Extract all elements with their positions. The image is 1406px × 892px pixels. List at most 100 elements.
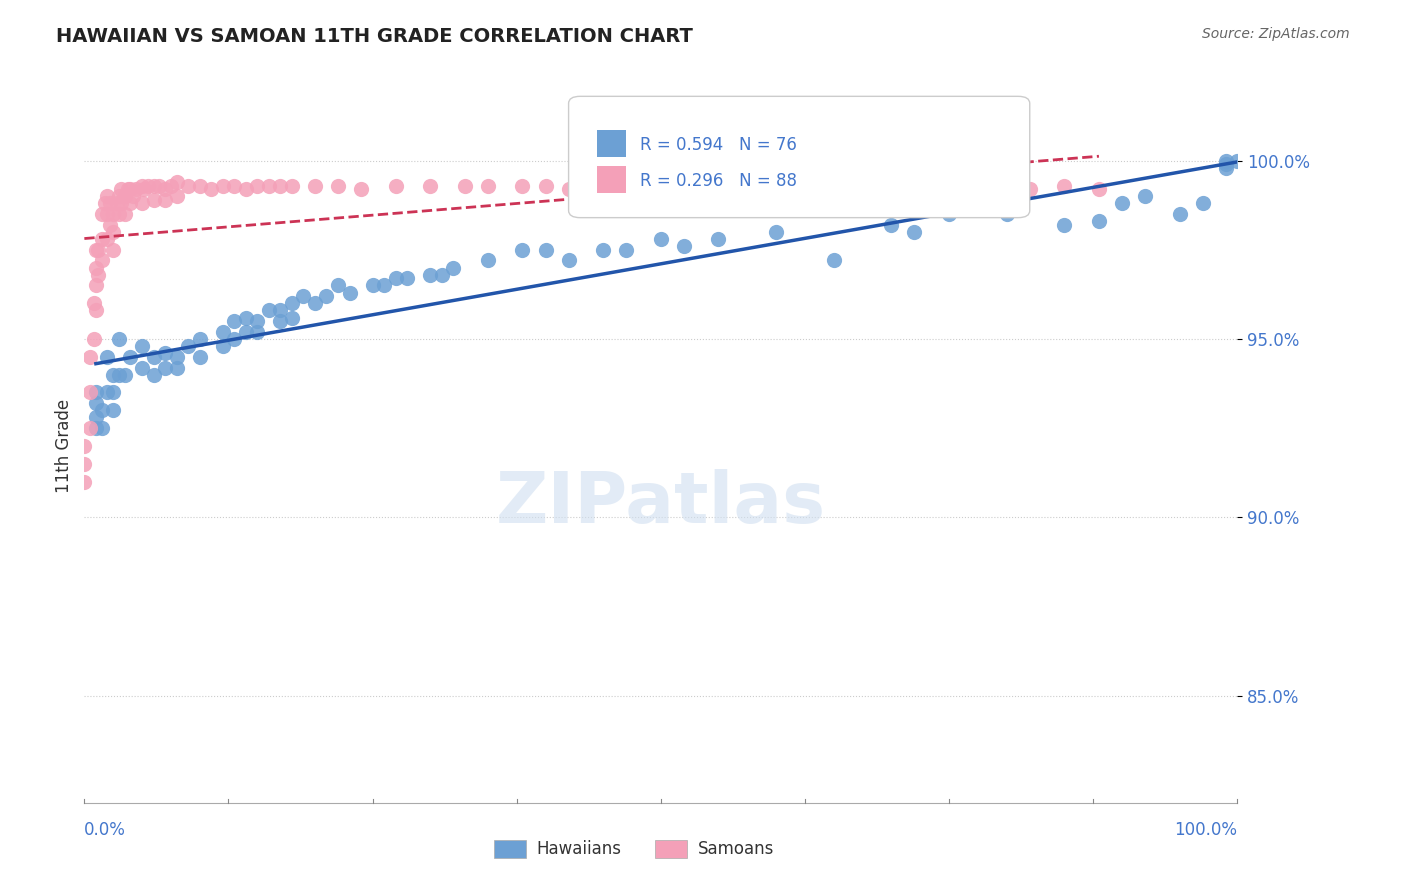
- Point: [142, 193, 165, 207]
- Point: [73, 475, 96, 489]
- Point: [592, 178, 614, 193]
- Point: [84, 243, 107, 257]
- Point: [114, 368, 136, 382]
- FancyBboxPatch shape: [598, 166, 626, 193]
- Point: [153, 360, 176, 375]
- Point: [84, 385, 107, 400]
- Point: [108, 189, 131, 203]
- Point: [1053, 178, 1076, 193]
- Point: [110, 196, 132, 211]
- Point: [153, 182, 176, 196]
- Point: [73, 457, 96, 471]
- Point: [1168, 207, 1191, 221]
- Point: [281, 178, 304, 193]
- Point: [160, 178, 183, 193]
- Point: [995, 182, 1018, 196]
- Point: [166, 189, 188, 203]
- Point: [120, 350, 142, 364]
- Point: [269, 178, 291, 193]
- Point: [90, 403, 112, 417]
- Point: [103, 368, 124, 382]
- Point: [281, 310, 304, 325]
- Point: [96, 232, 118, 246]
- Point: [84, 410, 107, 425]
- Point: [292, 289, 315, 303]
- Point: [103, 207, 124, 221]
- Point: [84, 303, 107, 318]
- Point: [120, 182, 142, 196]
- Point: [108, 368, 131, 382]
- Point: [84, 278, 107, 293]
- Point: [614, 243, 637, 257]
- Point: [98, 218, 121, 232]
- Point: [903, 225, 925, 239]
- Point: [938, 207, 960, 221]
- Point: [1088, 214, 1111, 228]
- Point: [1191, 196, 1213, 211]
- Point: [131, 178, 153, 193]
- Point: [938, 182, 960, 196]
- Text: Samoans: Samoans: [697, 840, 775, 858]
- Text: 100.0%: 100.0%: [1174, 821, 1237, 838]
- Point: [79, 421, 101, 435]
- FancyBboxPatch shape: [494, 840, 526, 858]
- Point: [1053, 218, 1076, 232]
- Point: [142, 368, 165, 382]
- Point: [90, 421, 112, 435]
- Point: [419, 268, 441, 282]
- Point: [477, 253, 499, 268]
- FancyBboxPatch shape: [598, 130, 626, 157]
- Point: [384, 178, 406, 193]
- Point: [800, 182, 823, 196]
- Point: [454, 178, 477, 193]
- Point: [114, 207, 136, 221]
- Point: [235, 325, 257, 339]
- Point: [96, 385, 118, 400]
- Point: [257, 303, 280, 318]
- Point: [94, 196, 117, 211]
- Point: [211, 325, 233, 339]
- Point: [339, 285, 361, 300]
- Point: [131, 339, 153, 353]
- Point: [707, 178, 730, 193]
- Point: [224, 178, 246, 193]
- Point: [246, 325, 269, 339]
- Point: [742, 182, 765, 196]
- Point: [103, 243, 124, 257]
- Point: [166, 175, 188, 189]
- Point: [281, 296, 304, 310]
- Point: [627, 178, 650, 193]
- Point: [90, 232, 112, 246]
- Point: [148, 178, 170, 193]
- Point: [120, 196, 142, 211]
- Point: [166, 360, 188, 375]
- Point: [304, 296, 326, 310]
- Point: [672, 239, 695, 253]
- Point: [858, 182, 880, 196]
- Point: [235, 310, 257, 325]
- Point: [83, 296, 105, 310]
- Point: [1215, 157, 1237, 171]
- Point: [90, 253, 112, 268]
- Point: [995, 207, 1018, 221]
- Point: [110, 182, 132, 196]
- Point: [153, 193, 176, 207]
- Point: [96, 350, 118, 364]
- Point: [134, 182, 156, 196]
- Text: Source: ZipAtlas.com: Source: ZipAtlas.com: [1202, 27, 1350, 41]
- Point: [211, 178, 233, 193]
- Point: [765, 178, 787, 193]
- Text: Hawaiians: Hawaiians: [536, 840, 621, 858]
- Point: [269, 314, 291, 328]
- Point: [269, 303, 291, 318]
- Point: [246, 314, 269, 328]
- Point: [84, 260, 107, 275]
- Point: [84, 421, 107, 435]
- Point: [103, 225, 124, 239]
- Point: [105, 196, 128, 211]
- Point: [915, 182, 938, 196]
- Point: [326, 178, 349, 193]
- Point: [79, 385, 101, 400]
- Point: [131, 360, 153, 375]
- Point: [153, 346, 176, 360]
